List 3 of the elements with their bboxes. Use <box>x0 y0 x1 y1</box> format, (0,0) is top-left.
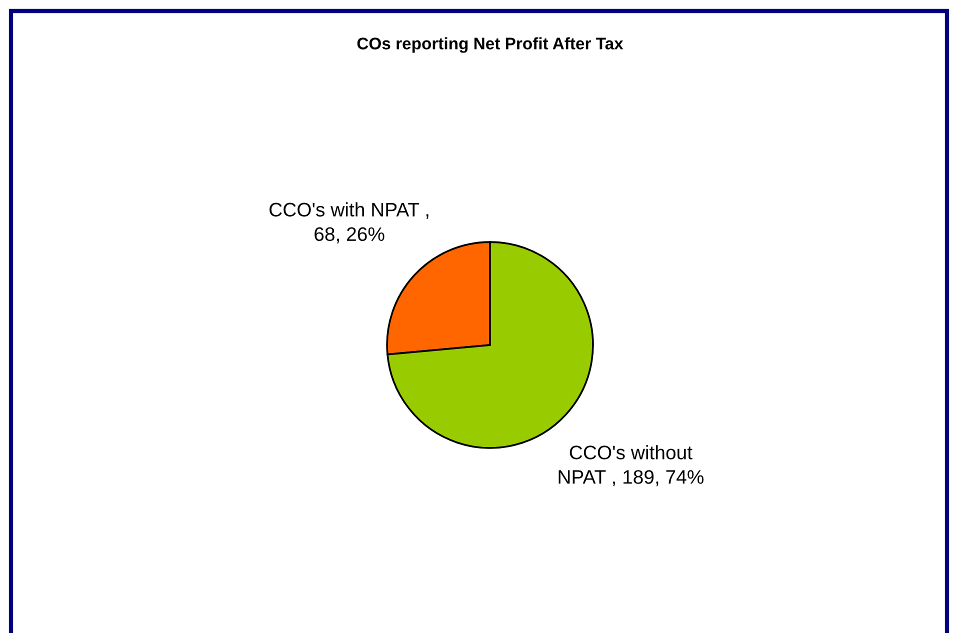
slice-label: CCO's with NPAT , 68, 26% <box>270 202 428 244</box>
slice-label: CCO's without NPAT , 189, 74% <box>558 445 704 486</box>
chart-title: COs reporting Net Profit After Tax <box>357 37 624 53</box>
